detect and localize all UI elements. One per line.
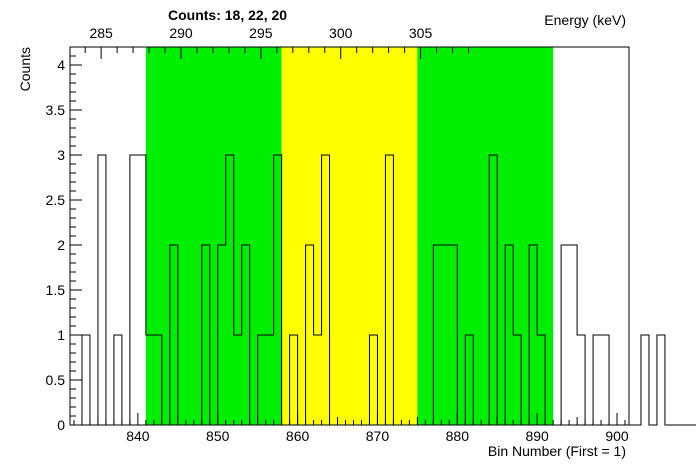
x-tick-label: 860 [286,428,310,444]
region-band-0 [145,47,282,425]
energy-axis-label: Energy (keV) [544,12,626,28]
x-axis-label: Bin Number (First = 1) [488,443,626,459]
x-axis-ticks: 840 850 860 870 880 890 900 [73,413,629,444]
region-band-2 [417,47,554,425]
energy-tick-label: 285 [89,25,113,41]
x-tick-label: 890 [525,428,549,444]
x-tick-label: 850 [206,428,230,444]
x-tick-label: 880 [446,428,470,444]
x-tick-label: 870 [366,428,390,444]
energy-tick-label: 295 [249,25,273,41]
region-bands [145,47,554,425]
y-axis-label: Counts [17,47,33,91]
y-tick-label: 4 [57,57,65,73]
y-tick-label: 2.5 [46,192,66,208]
x-tick-label: 900 [605,428,629,444]
plot-frame [69,46,630,426]
x-tick-label: 840 [126,428,150,444]
y-tick-label: 1.5 [46,282,66,298]
y-tick-label: 3 [57,147,65,163]
energy-axis-ticks: 285 290 295 300 305 [84,25,469,59]
region-band-1 [281,47,418,425]
chart-title: Counts: 18, 22, 20 [168,7,287,23]
y-tick-label: 2 [57,237,65,253]
energy-tick-label: 300 [329,25,353,41]
energy-tick-label: 305 [409,25,433,41]
y-tick-label: 0 [57,417,65,433]
y-tick-label: 0.5 [46,372,66,388]
y-axis-ticks: 0 0.5 1 1.5 2 2.5 3 3.5 4 [46,46,82,433]
y-tick-label: 1 [57,327,65,343]
histogram-line [73,154,696,426]
energy-tick-label: 290 [169,25,193,41]
y-tick-label: 3.5 [46,102,66,118]
